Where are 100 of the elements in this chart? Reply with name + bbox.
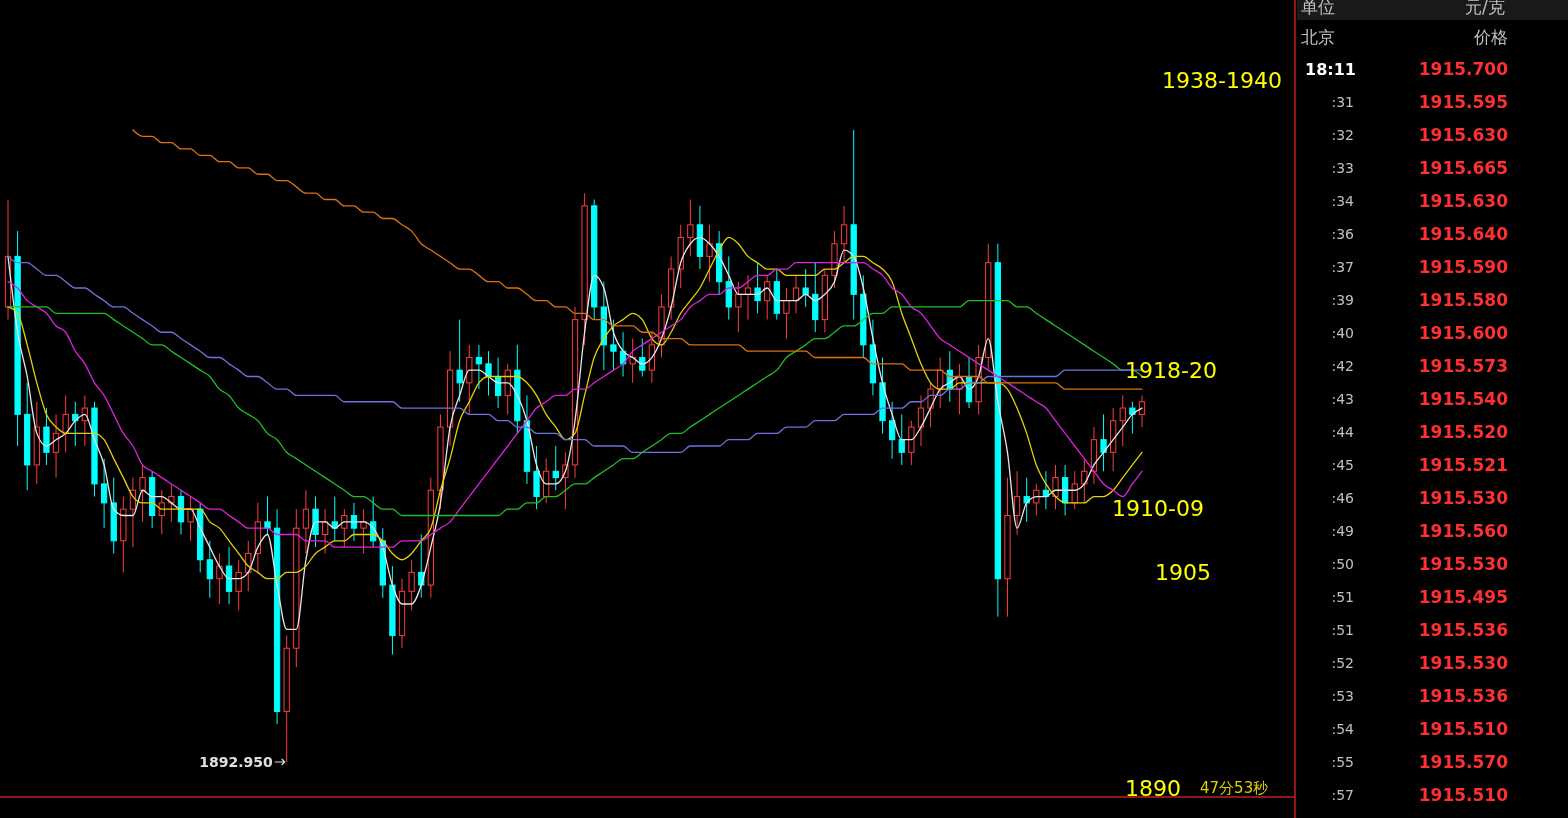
category-label: :51: [1331, 589, 1354, 605]
candlestick: [629, 338, 636, 384]
candlestick: [1013, 470, 1021, 535]
candlestick: [1023, 477, 1030, 523]
candlestick: [552, 445, 559, 491]
candlestick: [792, 274, 800, 314]
text: 1915.640: [1418, 224, 1508, 244]
text: 1915.595: [1418, 92, 1508, 112]
text: 1915.600: [1418, 323, 1508, 343]
category-label: :42: [1331, 358, 1354, 374]
text: 1915.520: [1418, 422, 1508, 442]
category-label: :57: [1331, 787, 1354, 803]
candlestick: [1081, 458, 1088, 504]
candlestick: [341, 508, 348, 548]
category-label: 18:11: [1305, 59, 1356, 79]
candlestick: [418, 533, 425, 599]
candlestick: [802, 268, 809, 308]
candlestick: [888, 401, 896, 460]
text: 1915.521: [1418, 455, 1508, 475]
category-label: :54: [1331, 721, 1355, 737]
candlestick: [898, 413, 905, 466]
candlestick: [302, 489, 310, 554]
text: 1915.530: [1418, 554, 1508, 574]
text: 1915.590: [1418, 257, 1508, 277]
candlestick: [485, 350, 492, 396]
candlestick: [62, 394, 69, 453]
category-label: :36: [1331, 226, 1355, 242]
category-label: :53: [1331, 688, 1354, 704]
candlestick: [735, 281, 742, 333]
text: 47分53秒: [1200, 778, 1269, 797]
category-label: :39: [1331, 292, 1354, 308]
candlestick: [408, 559, 415, 611]
candlestick: [706, 224, 713, 283]
category-label: :32: [1331, 127, 1354, 143]
text: 1905: [1155, 560, 1211, 585]
category-label: :33: [1331, 160, 1354, 176]
category-label: :49: [1331, 523, 1354, 539]
candlestick: [158, 489, 165, 535]
candlestick: [216, 552, 223, 605]
candlestick: [744, 274, 752, 321]
candlestick: [235, 559, 242, 611]
candlestick: [1100, 413, 1107, 472]
text: 1915.573: [1418, 356, 1508, 376]
category-label: :55: [1331, 754, 1354, 770]
text: 1915.560: [1418, 521, 1508, 541]
candlestick: [1138, 394, 1146, 428]
candlestick: [917, 394, 925, 447]
category-label: :50: [1331, 556, 1354, 572]
annotation: 1892.950: [199, 754, 273, 770]
candlestick: [206, 540, 213, 599]
candlestick: [475, 344, 483, 390]
annotation: 1910-09: [1112, 496, 1204, 521]
text: 1915.530: [1418, 488, 1508, 508]
candlestick: [754, 262, 761, 314]
candlestick: [1129, 401, 1136, 434]
candlestick: [264, 496, 271, 535]
category-label: :34: [1331, 193, 1355, 209]
category-label: :43: [1331, 391, 1354, 407]
category-label: :37: [1331, 259, 1354, 275]
candlestick: [168, 483, 175, 523]
category-label: :46: [1331, 490, 1355, 506]
candlestick: [1052, 464, 1059, 510]
text: 1915.530: [1418, 653, 1508, 673]
text: 1915.570: [1418, 752, 1508, 772]
candlestick: [139, 464, 146, 523]
text: 1915.510: [1418, 785, 1508, 805]
text: 北京: [1301, 27, 1335, 47]
text: 1915.630: [1418, 191, 1508, 211]
candlestick: [360, 508, 367, 554]
text: 价格: [1473, 27, 1508, 47]
text: 1890: [1125, 776, 1181, 801]
candlestick: [639, 338, 646, 377]
candlestick: [72, 401, 79, 447]
text: 1938-1940: [1162, 68, 1282, 93]
candlestick: [687, 199, 694, 257]
candlestick: [610, 319, 617, 371]
candlestick: [331, 496, 338, 542]
candlestick: [783, 287, 790, 340]
candlestick: [1071, 470, 1078, 510]
text: 1915.665: [1418, 158, 1508, 178]
text: 1915.510: [1418, 719, 1508, 739]
candlestick: [456, 319, 463, 403]
text: 1915.536: [1418, 620, 1508, 640]
annotation: 1918-20: [1125, 358, 1217, 383]
text: 1915.630: [1418, 125, 1508, 145]
category-label: :44: [1331, 424, 1355, 440]
candlestick: [350, 502, 358, 542]
category-label: :40: [1331, 325, 1354, 341]
candlestick: [1033, 483, 1040, 517]
category-label: :51: [1331, 622, 1354, 638]
category-label: :45: [1331, 457, 1354, 473]
text: 1915.700: [1418, 59, 1508, 79]
category-label: :31: [1331, 94, 1354, 110]
candlestick: [187, 496, 194, 542]
text: 1915.536: [1418, 686, 1508, 706]
candlestick: [100, 458, 108, 529]
text: 1915.495: [1418, 587, 1508, 607]
text: 1915.540: [1418, 389, 1508, 409]
text: 1915.580: [1418, 290, 1508, 310]
candlestick: [1119, 394, 1126, 447]
